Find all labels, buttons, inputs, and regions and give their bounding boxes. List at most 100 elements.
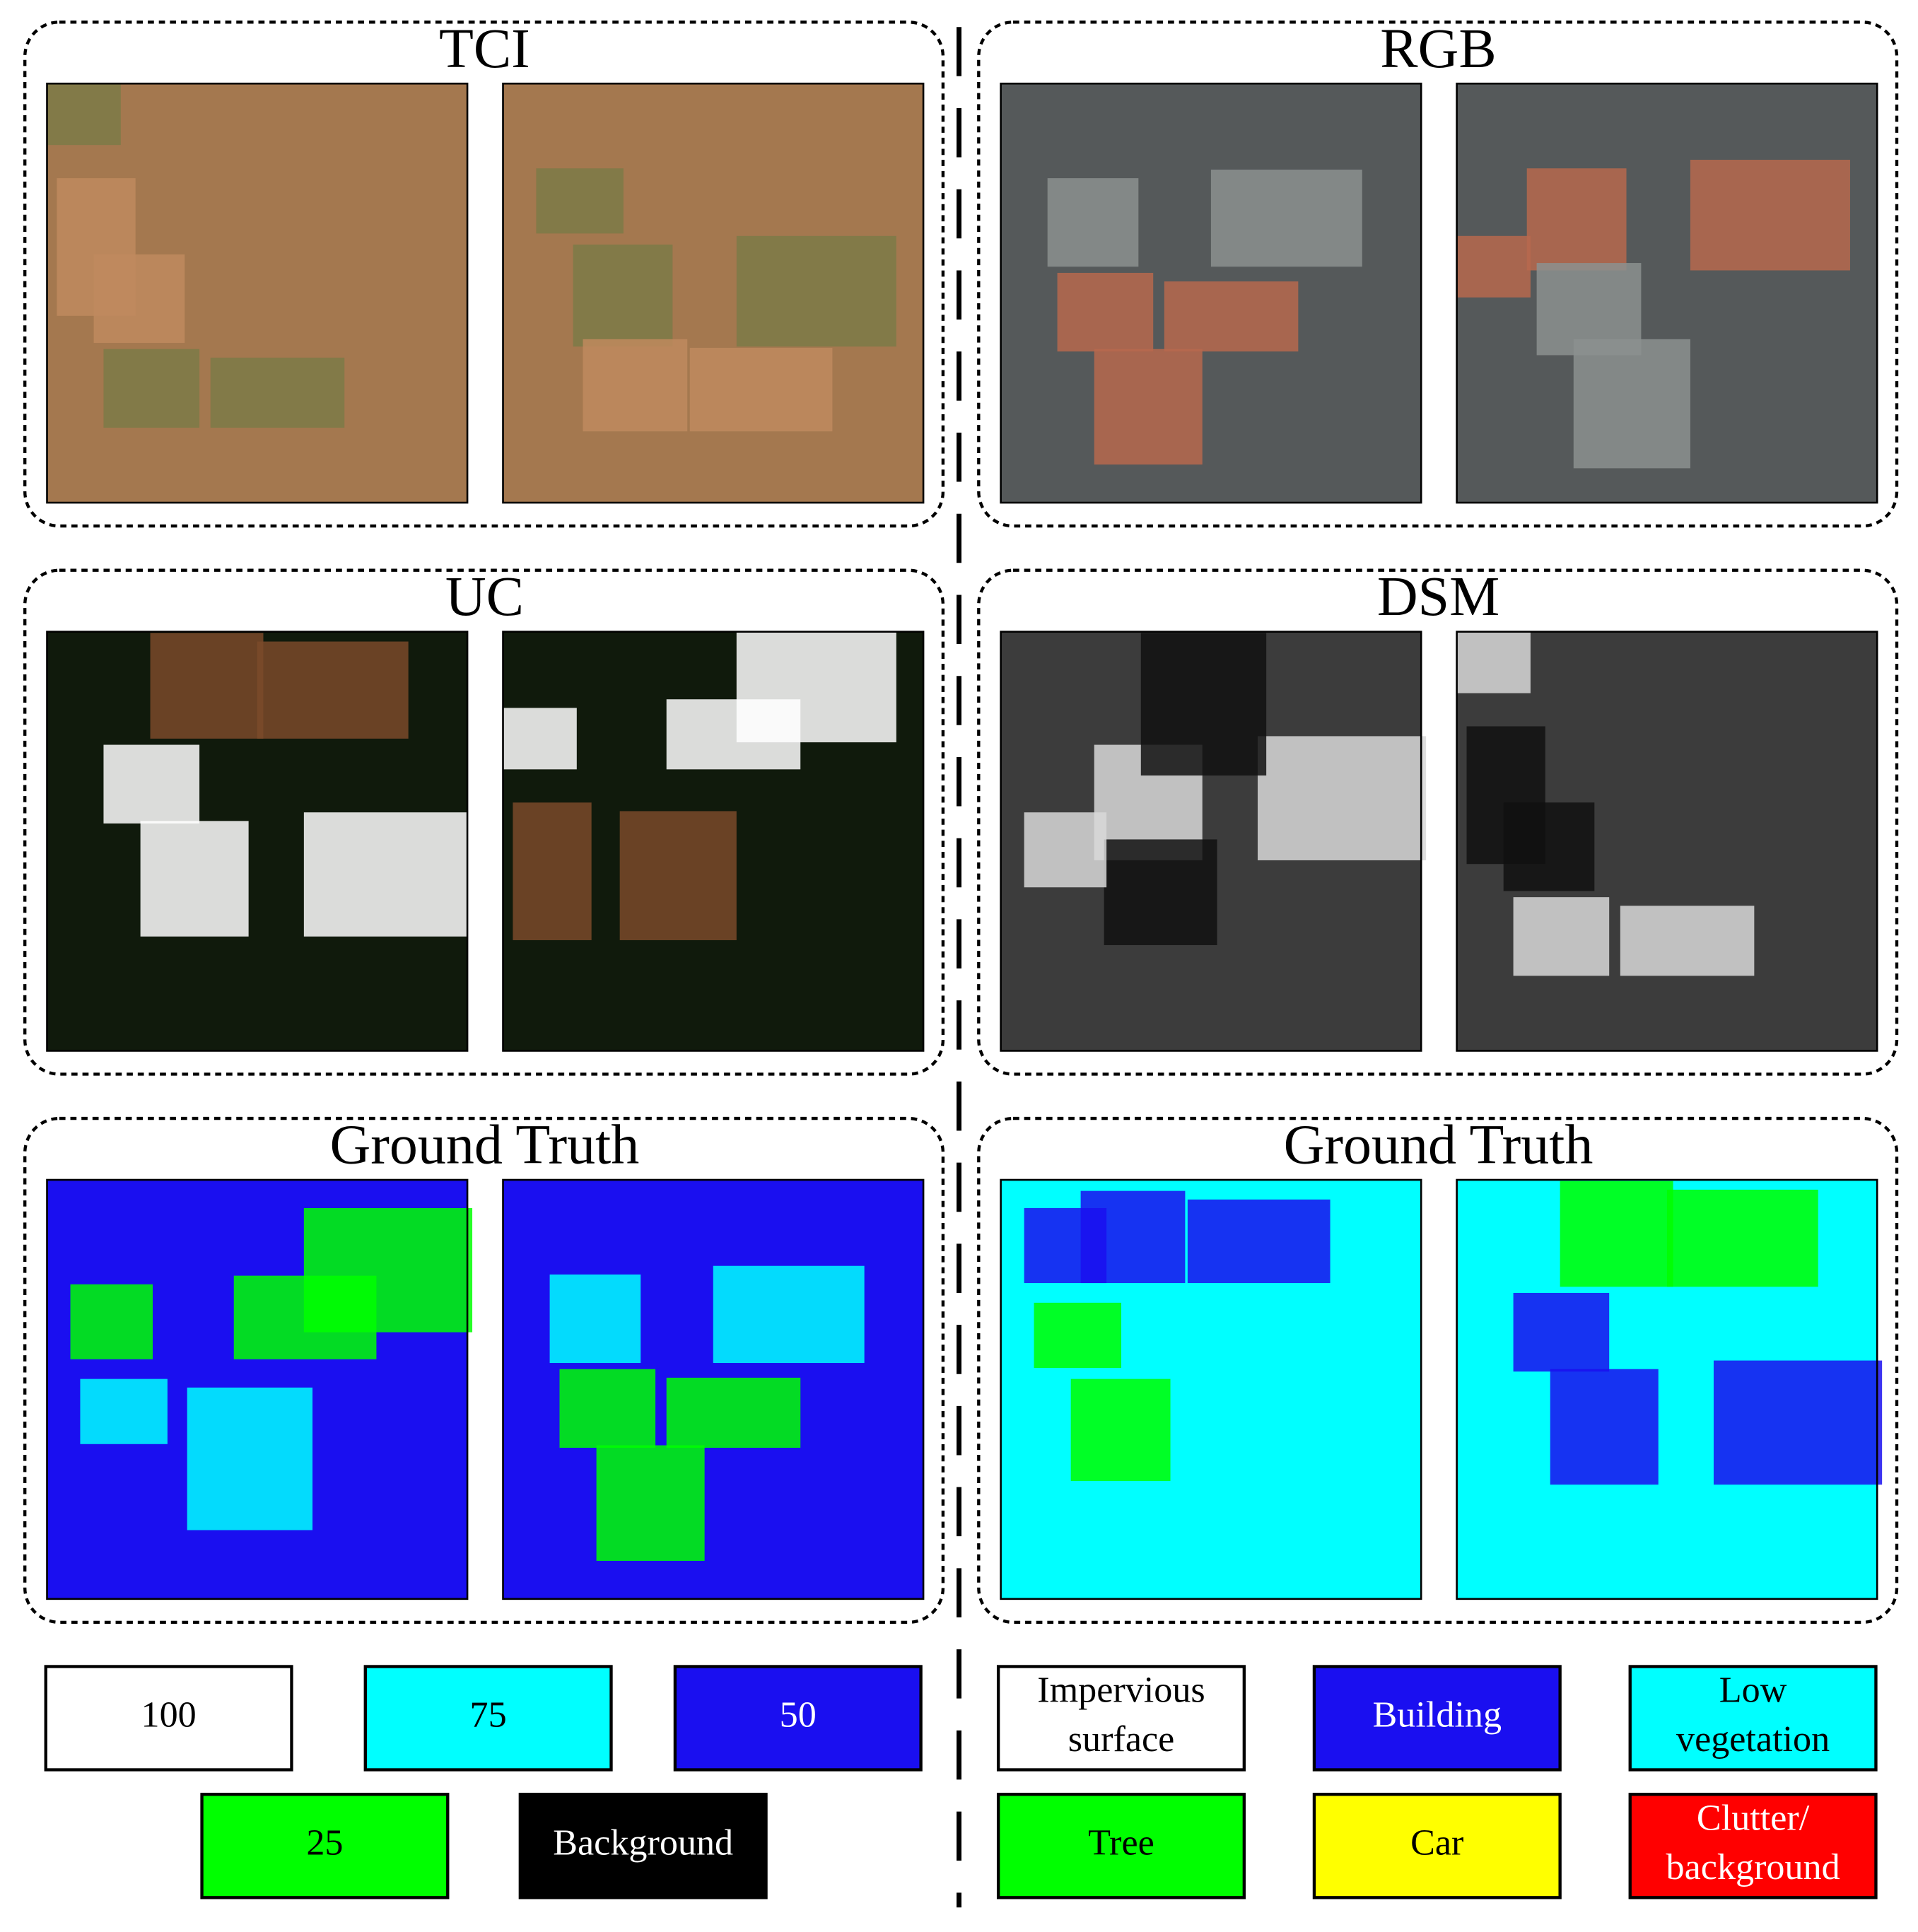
- image-region: [1550, 1369, 1659, 1485]
- panel-title: UC: [445, 566, 524, 628]
- legend-label: 100: [141, 1694, 197, 1735]
- image-region: [503, 708, 577, 770]
- image-region: [1034, 1302, 1121, 1369]
- panel-title: Ground Truth: [330, 1114, 640, 1176]
- image: [502, 1178, 925, 1600]
- legend-label: Tree: [1088, 1822, 1154, 1863]
- image-border: [1456, 1178, 1878, 1600]
- image-border: [1000, 1178, 1422, 1600]
- image-region: [666, 699, 801, 770]
- image-region: [80, 1378, 168, 1444]
- image-region: [689, 348, 833, 432]
- image-region: [233, 1275, 377, 1359]
- legend-swatch: [673, 1665, 923, 1772]
- legend-label: 50: [780, 1694, 817, 1735]
- panel-title: TCI: [439, 18, 530, 80]
- image-region: [303, 812, 473, 937]
- image-region: [1526, 168, 1627, 271]
- legend-label: Clutter/: [1697, 1798, 1810, 1838]
- image-region: [187, 1387, 313, 1530]
- image-region: [1513, 1292, 1610, 1372]
- image-border: [502, 82, 925, 504]
- image-region: [1503, 802, 1595, 891]
- image-region: [619, 811, 737, 940]
- image-region: [713, 1265, 865, 1364]
- image-region: [1080, 1190, 1186, 1284]
- image-region: [1047, 178, 1139, 267]
- image: [1456, 631, 1878, 1052]
- image-region: [1187, 1199, 1331, 1284]
- image-region: [1057, 272, 1154, 352]
- legend-swatch: [1312, 1665, 1562, 1772]
- image-region: [513, 802, 592, 940]
- image-border: [1000, 631, 1422, 1052]
- legend-label: surface: [1068, 1719, 1175, 1760]
- legend-label: vegetation: [1676, 1719, 1830, 1760]
- image-region: [1070, 1378, 1171, 1481]
- image-region: [1456, 235, 1531, 298]
- image-region: [666, 1377, 801, 1448]
- legend-label: 25: [306, 1822, 343, 1863]
- image-border: [46, 631, 469, 1052]
- panel-frame: [23, 21, 945, 528]
- image: [46, 631, 473, 1052]
- legend-swatch: [996, 1793, 1246, 1899]
- image-region: [1690, 160, 1850, 271]
- image: [1456, 82, 1878, 504]
- image-region: [1094, 349, 1203, 465]
- image-region: [1666, 1189, 1818, 1287]
- image-region: [559, 1369, 656, 1448]
- image-border: [502, 1178, 925, 1600]
- panel-frame: [23, 1116, 945, 1624]
- image: [1456, 1178, 1883, 1600]
- image: [502, 82, 925, 504]
- image-region: [257, 641, 409, 739]
- image-border: [1000, 82, 1422, 504]
- image-region: [1560, 1181, 1673, 1287]
- image-border: [502, 631, 925, 1052]
- image-region: [1257, 736, 1427, 860]
- legend-swatch: [363, 1665, 613, 1772]
- image-region: [536, 168, 624, 234]
- image: [1000, 82, 1422, 504]
- panel-frame: [977, 568, 1899, 1076]
- image-region: [1713, 1360, 1883, 1485]
- legend-swatch: [1628, 1793, 1878, 1899]
- image-region: [210, 357, 345, 428]
- legend-label: Building: [1373, 1694, 1502, 1735]
- legend-label: 75: [470, 1694, 507, 1735]
- image-region: [736, 235, 896, 347]
- legend-swatch: [44, 1665, 293, 1772]
- image-region: [1104, 839, 1217, 945]
- image-region: [1456, 631, 1531, 693]
- panel-title: RGB: [1380, 18, 1496, 80]
- image: [502, 631, 925, 1052]
- panel-title: DSM: [1377, 566, 1499, 628]
- image-region: [93, 254, 185, 344]
- image-border: [1456, 631, 1878, 1052]
- legend-swatch: [518, 1793, 768, 1899]
- image-border: [46, 82, 469, 504]
- image-region: [1164, 281, 1299, 352]
- image-region: [140, 821, 249, 937]
- image: [1000, 1178, 1422, 1600]
- image-border: [1456, 82, 1878, 504]
- legend-swatch: [1628, 1665, 1878, 1772]
- image-region: [1210, 169, 1362, 267]
- image-border: [46, 1178, 469, 1600]
- legend-label: Background: [553, 1822, 733, 1863]
- panel-frame: [977, 21, 1899, 528]
- image-region: [1513, 897, 1610, 976]
- image: [46, 1178, 473, 1600]
- image: [46, 82, 469, 504]
- image-region: [1573, 339, 1690, 469]
- legend-swatch: [1312, 1793, 1562, 1899]
- image-region: [1140, 633, 1267, 776]
- image-region: [596, 1445, 705, 1561]
- legend-label: Low: [1719, 1670, 1787, 1711]
- legend-label: Car: [1410, 1822, 1463, 1863]
- image: [1000, 631, 1427, 1052]
- legend-label: background: [1666, 1847, 1840, 1887]
